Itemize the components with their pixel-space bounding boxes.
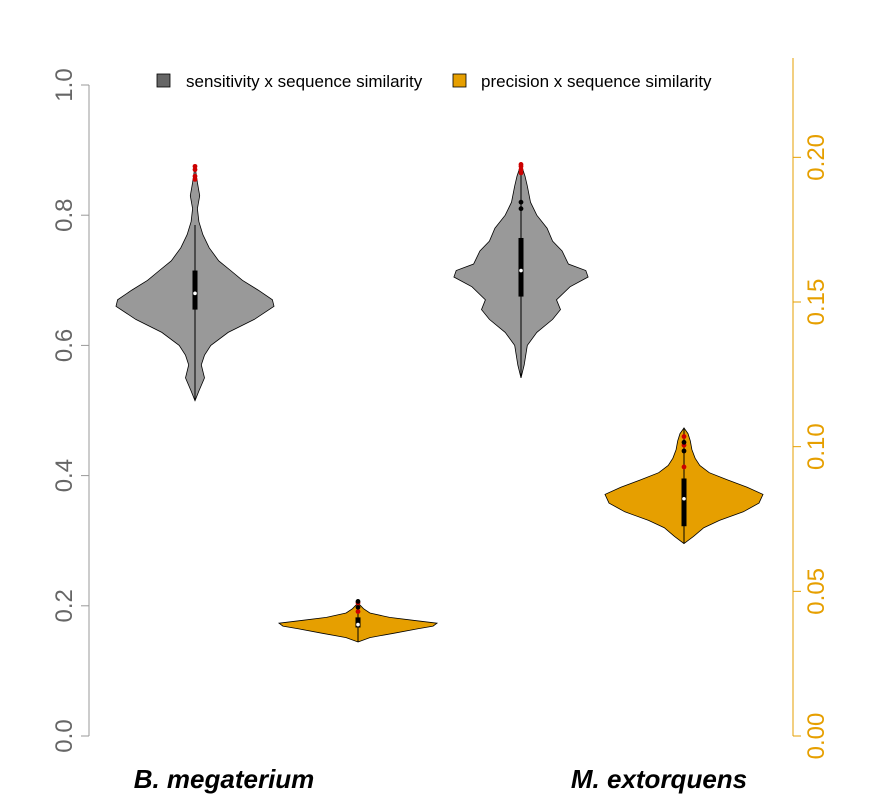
- violin-outlier: [355, 599, 361, 604]
- violin-outlier: [681, 448, 687, 454]
- right-axis-ticks: 0.00 0.05 0.10 0.15 0.20: [793, 134, 830, 759]
- legend-swatch-precision: [452, 73, 467, 88]
- violin-group: [115, 162, 764, 643]
- violin-median: [193, 291, 197, 296]
- category-label-m-extorquens: M. extorquens: [571, 764, 747, 794]
- left-tick-label: 0.2: [51, 589, 78, 622]
- violin-outlier: [518, 206, 524, 212]
- violin-precision-b-megaterium: [277, 599, 439, 643]
- violin-median: [519, 268, 523, 273]
- violin-box: [681, 478, 687, 527]
- violin-box: [518, 237, 524, 297]
- violin-box: [192, 270, 198, 310]
- left-axis-ticks: 0.0 0.2 0.4 0.6 0.8 1.0: [51, 68, 89, 753]
- violin-outlier: [192, 163, 198, 169]
- right-tick-label: 0.05: [803, 568, 830, 615]
- left-tick-label: 0.8: [51, 199, 78, 232]
- legend-swatch-sensitivity: [156, 73, 171, 88]
- violin-outlier: [192, 173, 198, 179]
- right-tick-label: 0.15: [803, 279, 830, 326]
- legend-label-sensitivity: sensitivity x sequence similarity: [186, 72, 423, 91]
- violin-sensitivity-m-extorquens: [453, 162, 589, 378]
- violin-median: [356, 622, 360, 627]
- legend-label-precision: precision x sequence similarity: [481, 72, 712, 91]
- violin-outlier: [681, 434, 687, 439]
- category-label-b-megaterium: B. megaterium: [134, 764, 315, 794]
- violin-box: [355, 617, 361, 628]
- violin-outlier: [355, 604, 361, 610]
- legend: sensitivity x sequence similarity precis…: [156, 72, 712, 91]
- violin-outlier: [681, 439, 687, 445]
- right-tick-label: 0.10: [803, 423, 830, 470]
- violin-sensitivity-b-megaterium: [115, 163, 275, 402]
- right-tick-label: 0.00: [803, 713, 830, 760]
- right-tick-label: 0.20: [803, 134, 830, 181]
- violin-outlier: [681, 464, 687, 470]
- violin-median: [682, 496, 686, 501]
- violin-precision-m-extorquens: [604, 427, 764, 545]
- violin-outlier: [355, 609, 361, 614]
- left-tick-label: 0.4: [51, 459, 78, 492]
- left-tick-label: 1.0: [51, 68, 78, 101]
- left-tick-label: 0.0: [51, 719, 78, 752]
- violin-outlier: [518, 199, 524, 205]
- violin-outlier: [518, 162, 524, 167]
- left-tick-label: 0.6: [51, 329, 78, 362]
